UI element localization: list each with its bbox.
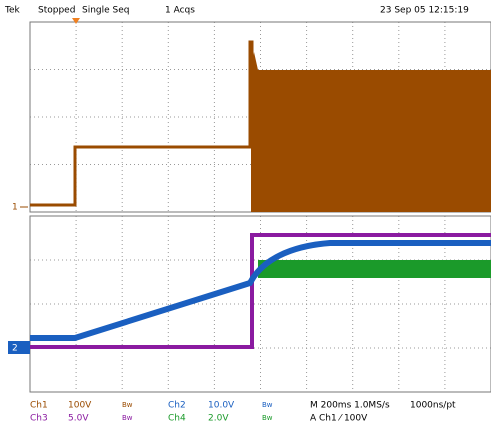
ch3-label: Ch3 [30, 414, 48, 424]
ch1-scale: 100V [68, 401, 92, 411]
ch2-trace [30, 240, 491, 341]
ch2-label: Ch2 [168, 401, 186, 411]
ch4-label: Ch4 [168, 414, 186, 424]
ch1-marker: 1 [12, 203, 18, 213]
mode: Single Seq [82, 6, 130, 16]
ch4-scale: 2.0V [208, 414, 229, 424]
bw3: Bw [122, 414, 133, 422]
bw1: Bw [122, 401, 133, 409]
bw2: Bw [262, 401, 273, 409]
ch1-overshoot [251, 52, 258, 70]
trigger-marker [72, 18, 80, 24]
ch4-trace [258, 260, 491, 278]
ch3-trace [30, 233, 491, 349]
brand: Tek [4, 6, 21, 16]
ch1-label: Ch1 [30, 401, 48, 411]
ch1-burst [251, 70, 491, 212]
state: Stopped [38, 6, 75, 16]
lower-frame [29, 215, 491, 393]
ch2-marker-box [8, 341, 30, 354]
timebase: M 200ms 1.0MS/s [310, 401, 390, 411]
ch1-trace [30, 40, 254, 207]
ch2-marker: 2 [12, 344, 18, 354]
resolution: 1000ns/pt [410, 401, 456, 411]
acqs: 1 Acqs [165, 6, 195, 16]
ch2-scale: 10.0V [208, 401, 235, 411]
timestamp: 23 Sep 05 12:15:19 [380, 6, 469, 16]
bw4: Bw [262, 414, 273, 422]
trigger-setting: A Ch1 ⁄ 100V [310, 414, 368, 424]
ch3-scale: 5.0V [68, 414, 89, 424]
